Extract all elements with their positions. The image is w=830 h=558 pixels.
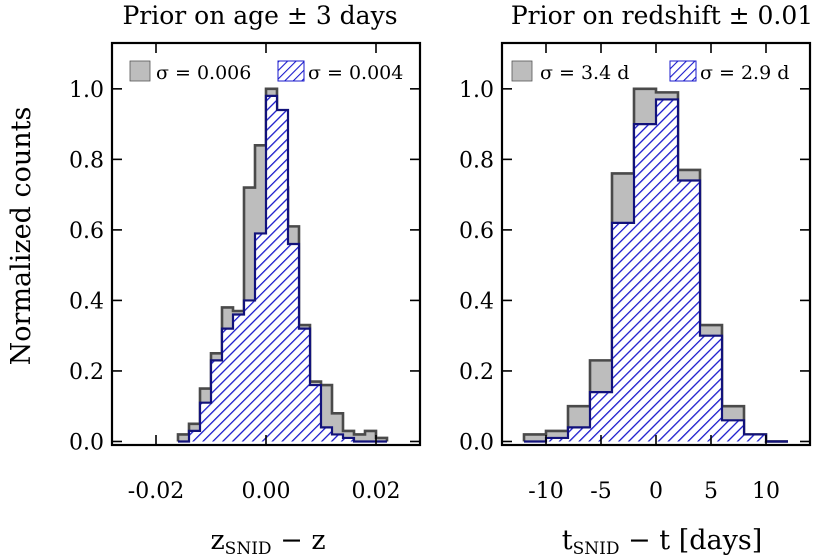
panel-title: Prior on age ± 3 days	[122, 1, 397, 30]
legend-entry-hatched: σ = 2.9 d	[700, 62, 789, 84]
bar-hatched-1	[189, 430, 200, 442]
bar-hatched-3	[211, 360, 222, 442]
bar-hatched-7	[255, 233, 266, 442]
legend-entry-gray: σ = 3.4 d	[540, 62, 629, 84]
y-tick-label: 0.2	[69, 360, 104, 385]
bar-hatched-2	[568, 427, 590, 442]
legend-swatch-gray	[511, 60, 533, 82]
y-tick-label: 0.0	[69, 430, 104, 455]
y-tick-label: 1.0	[459, 78, 494, 103]
histogram-outline-hatched	[178, 94, 387, 443]
bar-hatched-10	[744, 434, 766, 442]
bar-gray-18	[376, 437, 387, 442]
y-tick-label: 0.6	[69, 219, 104, 244]
panel-title: Prior on redshift ± 0.01	[511, 1, 813, 30]
x-tick-label: 5	[704, 479, 718, 504]
panel-right: Prior on redshift ± 0.01 -10 -5 0 5 10 0.0 0.2…	[459, 1, 813, 558]
x-tick-label: -0.02	[128, 479, 184, 504]
y-tick-label: 0.8	[459, 148, 494, 173]
x-tick-label: -10	[528, 479, 563, 504]
y-axis-label: Normalized counts	[6, 107, 37, 366]
bar-gray-1	[546, 430, 568, 442]
legend: σ = 3.4 d σ = 2.9 d	[511, 60, 789, 84]
bar-hatched-4	[612, 222, 634, 442]
bar-hatched-3	[590, 392, 612, 442]
y-tick-label: 0.4	[459, 289, 494, 314]
bar-gray-0	[178, 434, 189, 442]
bar-hatched-9	[722, 420, 744, 442]
y-tick-label: 0.8	[69, 148, 104, 173]
bar-gray-17	[365, 430, 376, 442]
bar-hatched-13	[321, 427, 332, 442]
legend-entry-gray: σ = 0.006	[156, 62, 251, 84]
bar-hatched-14	[332, 434, 343, 442]
x-tick-label: 10	[752, 479, 780, 504]
bar-hatched-10	[288, 244, 299, 442]
legend-swatch-hatched	[669, 60, 697, 82]
bar-hatched-12	[310, 385, 321, 442]
bar-hatched-15	[343, 437, 354, 442]
legend-entry-hatched: σ = 0.004	[308, 62, 403, 84]
histogram-outline-hatched	[524, 98, 788, 443]
panel-left: Prior on age ± 3 days -0.02 0.00 0.02 0.0 0.…	[69, 1, 422, 558]
bar-hatched-8	[700, 335, 722, 442]
y-tick-label: 0.0	[459, 430, 494, 455]
x-axis-label: tSNID − t [days]	[562, 525, 763, 558]
y-tick-label: 0.4	[69, 289, 104, 314]
bar-gray-13	[321, 385, 332, 442]
bar-hatched-9	[277, 110, 288, 442]
x-tick-label: 0.00	[242, 479, 291, 504]
bar-hatched-2	[200, 402, 211, 442]
bar-hatched-8	[266, 95, 277, 442]
y-tick-label: 0.2	[459, 360, 494, 385]
bar-hatched-1	[546, 437, 568, 442]
legend: σ = 0.006 σ = 0.004	[129, 60, 403, 84]
x-tick-label: -5	[590, 479, 611, 504]
x-axis-label: zSNID − z	[210, 525, 325, 558]
plot-frame	[500, 41, 812, 447]
bar-gray-16	[354, 434, 365, 442]
y-tick-label: 1.0	[69, 78, 104, 103]
legend-swatch-hatched	[277, 60, 305, 82]
plot-frame	[110, 41, 422, 447]
bar-hatched-11	[299, 328, 310, 442]
bar-gray-14	[332, 413, 343, 442]
x-tick-label: 0	[649, 479, 663, 504]
bar-hatched-5	[634, 124, 656, 442]
bar-hatched-7	[678, 180, 700, 442]
bar-hatched-6	[656, 99, 678, 442]
bar-hatched-4	[222, 328, 233, 442]
bar-gray-0	[524, 434, 546, 442]
x-tick-label: 0.02	[352, 479, 401, 504]
bar-gray-15	[343, 430, 354, 442]
legend-swatch-gray	[129, 60, 151, 82]
bar-hatched-6	[244, 300, 255, 442]
y-tick-label: 0.6	[459, 219, 494, 244]
bar-hatched-5	[233, 314, 244, 442]
